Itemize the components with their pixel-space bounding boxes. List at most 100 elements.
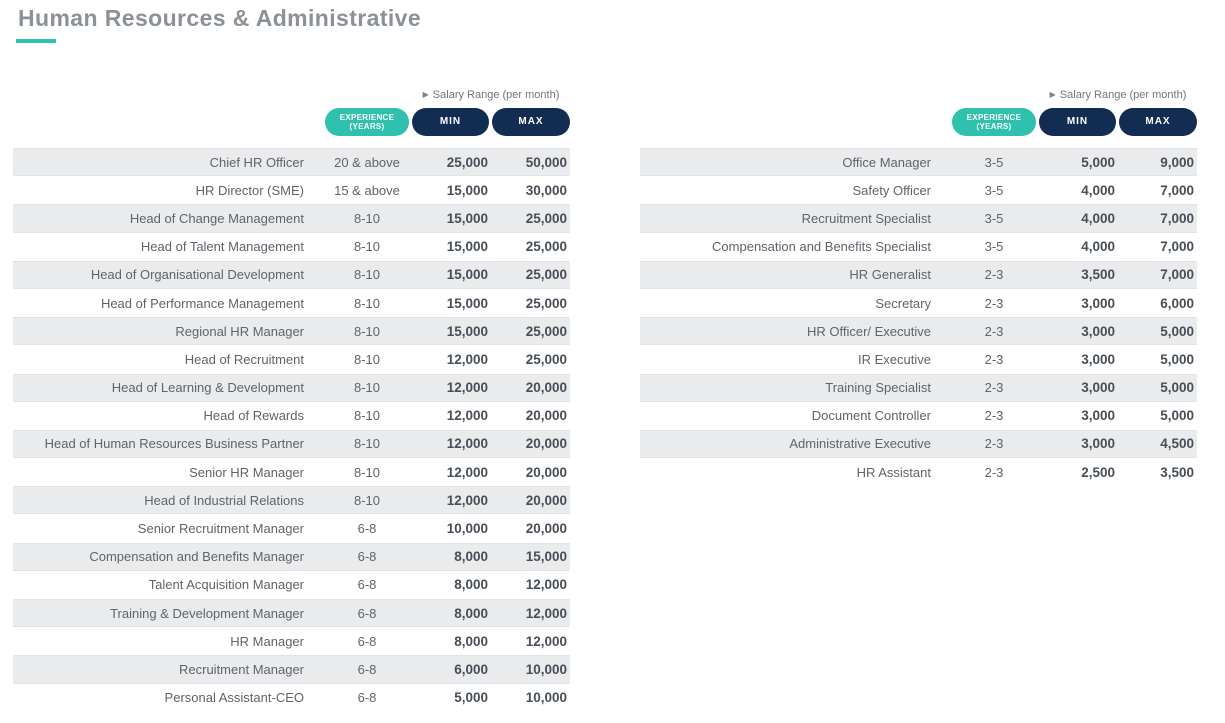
table-row: Head of Learning & Development 8-10 12,0…: [13, 373, 570, 402]
triangle-icon: ▶: [422, 90, 429, 99]
column-header-pills-right: EXPERIENCE (YEARS) MIN MAX: [640, 108, 1197, 136]
max-salary-cell: 12,000: [525, 633, 567, 649]
experience-years-cell: 3-5: [984, 239, 1004, 255]
max-salary-cell: 20,000: [525, 408, 567, 424]
job-title-cell: Secretary: [875, 295, 931, 311]
job-title-cell: HR Manager: [230, 633, 304, 649]
job-title-cell: Head of Talent Management: [140, 239, 304, 255]
table-row: Head of Human Resources Business Partner…: [13, 429, 570, 459]
max-salary-cell: 5,000: [1160, 323, 1194, 339]
job-title-cell: HR Officer/ Executive: [806, 323, 931, 339]
experience-years-cell: 3-5: [984, 182, 1004, 198]
min-salary-cell: 6,000: [454, 661, 488, 677]
table-row: Safety Officer 3-5 4,000 7,000: [640, 176, 1197, 204]
job-title-cell: IR Executive: [858, 351, 931, 367]
table-row: Head of Performance Management 8-10 15,0…: [13, 289, 570, 317]
min-salary-cell: 10,000: [446, 521, 488, 537]
max-salary-cell: 10,000: [525, 661, 567, 677]
salary-table-left: ▶ Salary Range (per month) EXPERIENCE (YE…: [13, 80, 570, 712]
table-row: Administrative Executive 2-3 3,000 4,500: [640, 429, 1197, 459]
salary-table-right: ▶ Salary Range (per month) EXPERIENCE (YE…: [640, 80, 1197, 486]
job-title-cell: Head of Learning & Development: [111, 380, 304, 396]
max-salary-cell: 20,000: [525, 521, 567, 537]
experience-years-cell: 15 & above: [334, 182, 400, 198]
min-salary-cell: 15,000: [446, 182, 488, 198]
min-salary-cell: 4,000: [1081, 239, 1115, 255]
experience-years-cell: 8-10: [353, 295, 381, 311]
salary-range-text: Salary Range (per month): [1059, 89, 1187, 101]
min-pill: MIN: [1039, 108, 1116, 136]
table-row: Head of Recruitment 8-10 12,000 25,000: [13, 345, 570, 373]
experience-years-cell: 3-5: [984, 210, 1004, 226]
min-salary-cell: 8,000: [454, 549, 488, 565]
min-salary-cell: 8,000: [454, 633, 488, 649]
experience-years-cell: 6-8: [357, 661, 377, 677]
max-salary-cell: 20,000: [525, 492, 567, 508]
min-salary-cell: 5,000: [454, 690, 488, 706]
min-salary-cell: 12,000: [446, 351, 488, 367]
job-title-cell: Safety Officer: [852, 182, 931, 198]
job-title-cell: HR Assistant: [856, 464, 931, 480]
table-row: Training Specialist 2-3 3,000 5,000: [640, 373, 1197, 402]
max-salary-cell: 4,500: [1160, 436, 1194, 452]
min-salary-cell: 12,000: [446, 492, 488, 508]
job-title-cell: Senior HR Manager: [189, 464, 304, 480]
max-salary-cell: 25,000: [525, 267, 567, 283]
min-salary-cell: 15,000: [446, 295, 488, 311]
experience-years-cell: 20 & above: [334, 154, 400, 170]
triangle-icon: ▶: [1049, 90, 1056, 99]
experience-years-cell: 2-3: [984, 295, 1004, 311]
job-title-cell: HR Generalist: [849, 267, 931, 283]
max-salary-cell: 25,000: [525, 239, 567, 255]
min-salary-cell: 8,000: [454, 605, 488, 621]
min-salary-cell: 12,000: [446, 408, 488, 424]
table-row: Document Controller 2-3 3,000 5,000: [640, 402, 1197, 430]
salary-range-row-left: ▶ Salary Range (per month): [13, 85, 570, 105]
table-row: Chief HR Officer 20 & above 25,000 50,00…: [13, 148, 570, 177]
max-salary-cell: 20,000: [525, 380, 567, 396]
experience-years-cell: 8-10: [353, 380, 381, 396]
table-rows-left: Chief HR Officer 20 & above 25,000 50,00…: [13, 148, 570, 712]
min-pill: MIN: [412, 108, 489, 136]
column-header-pills-left: EXPERIENCE (YEARS) MIN MAX: [13, 108, 570, 136]
table-row: HR Officer/ Executive 2-3 3,000 5,000: [640, 317, 1197, 346]
page-header: Human Resources & Administrative: [16, 5, 422, 43]
experience-years-cell: 2-3: [984, 267, 1004, 283]
min-salary-cell: 3,000: [1081, 380, 1115, 396]
experience-years-cell: 2-3: [984, 408, 1004, 424]
experience-years-cell: 8-10: [353, 351, 381, 367]
max-salary-cell: 5,000: [1160, 408, 1194, 424]
table-row: Talent Acquisition Manager 6-8 8,000 12,…: [13, 571, 570, 599]
experience-years-cell: 8-10: [353, 436, 381, 452]
table-rows-right: Office Manager 3-5 5,000 9,000 Safety Of…: [640, 148, 1197, 486]
job-title-cell: Recruitment Manager: [179, 661, 304, 677]
table-row: Training & Development Manager 6-8 8,000…: [13, 599, 570, 628]
max-salary-cell: 25,000: [525, 295, 567, 311]
min-salary-cell: 3,000: [1081, 351, 1115, 367]
table-row: Regional HR Manager 8-10 15,000 25,000: [13, 317, 570, 346]
page-title: Human Resources & Administrative: [18, 5, 422, 31]
job-title-cell: Head of Industrial Relations: [144, 492, 304, 508]
table-row: Head of Rewards 8-10 12,000 20,000: [13, 402, 570, 430]
table-row: Recruitment Manager 6-8 6,000 10,000: [13, 655, 570, 684]
max-salary-cell: 20,000: [525, 464, 567, 480]
table-row: HR Manager 6-8 8,000 12,000: [13, 627, 570, 655]
job-title-cell: Training Specialist: [825, 380, 931, 396]
min-salary-cell: 25,000: [446, 154, 488, 170]
experience-years-pill: EXPERIENCE (YEARS): [952, 108, 1036, 136]
job-title-cell: Recruitment Specialist: [801, 210, 931, 226]
table-row: Personal Assistant-CEO 6-8 5,000 10,000: [13, 684, 570, 712]
experience-years-cell: 8-10: [353, 239, 381, 255]
job-title-cell: Compensation and Benefits Manager: [89, 549, 304, 565]
max-salary-cell: 6,000: [1160, 295, 1194, 311]
job-title-cell: Document Controller: [811, 408, 931, 424]
min-salary-cell: 3,000: [1081, 408, 1115, 424]
max-salary-cell: 7,000: [1160, 267, 1194, 283]
max-salary-cell: 7,000: [1160, 210, 1194, 226]
max-salary-cell: 5,000: [1160, 351, 1194, 367]
job-title-cell: Chief HR Officer: [209, 154, 304, 170]
experience-years-cell: 6-8: [357, 690, 377, 706]
max-salary-cell: 12,000: [525, 605, 567, 621]
experience-years-cell: 2-3: [984, 380, 1004, 396]
experience-years-cell: 6-8: [357, 521, 377, 537]
